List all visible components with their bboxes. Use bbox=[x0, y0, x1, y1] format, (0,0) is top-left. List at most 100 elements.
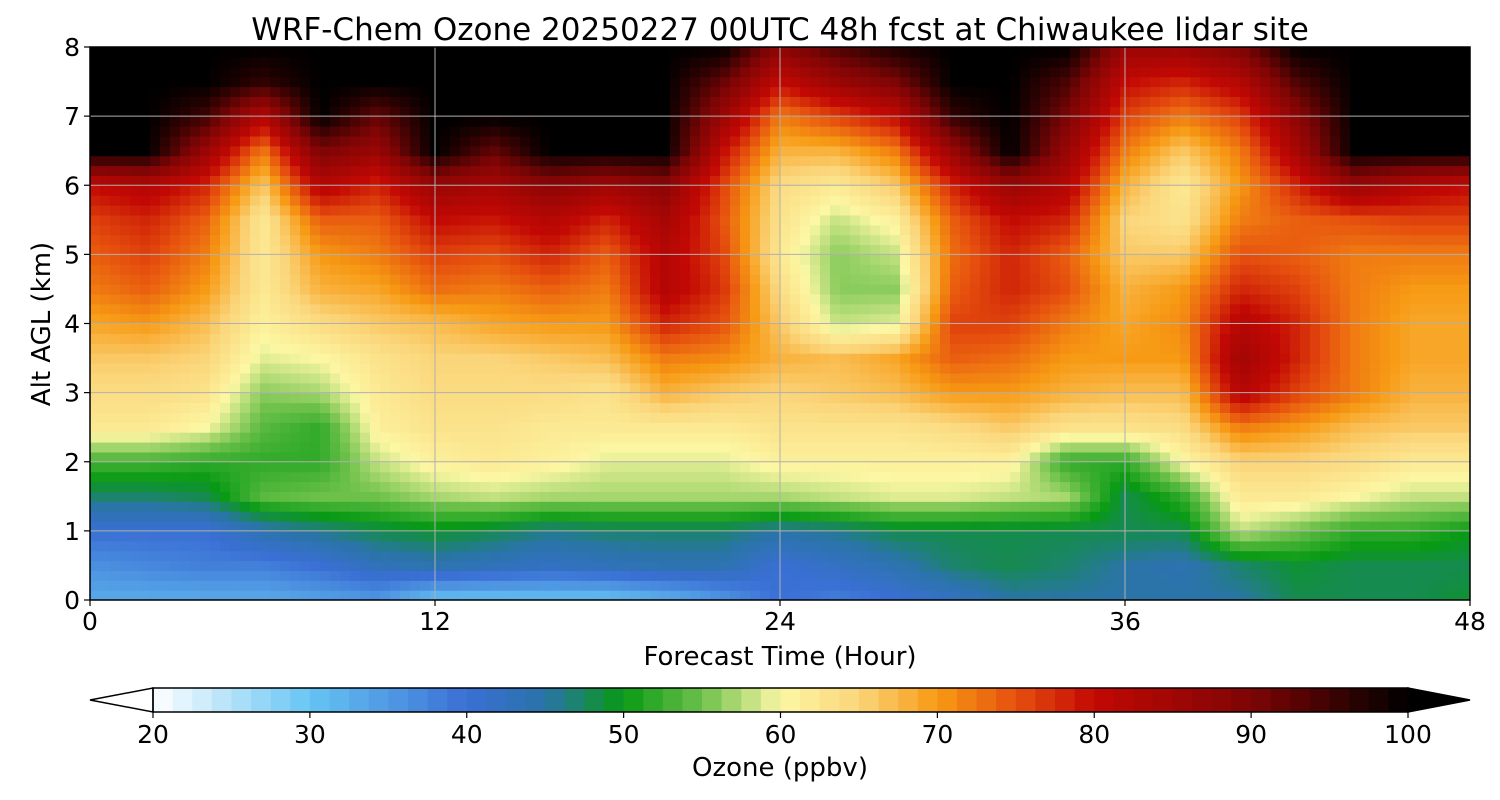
heatmap-cell bbox=[1020, 461, 1031, 473]
heatmap-cell bbox=[420, 550, 431, 562]
heatmap-cell bbox=[280, 323, 291, 334]
heatmap-cell bbox=[1170, 590, 1181, 600]
heatmap-cell bbox=[1240, 343, 1251, 354]
heatmap-cell bbox=[960, 550, 971, 562]
heatmap-cell bbox=[1230, 461, 1241, 473]
heatmap-cell bbox=[1100, 284, 1111, 295]
heatmap-cell bbox=[1260, 540, 1271, 552]
heatmap-cell bbox=[1020, 481, 1031, 492]
heatmap-cell bbox=[1350, 353, 1361, 364]
heatmap-cell bbox=[1350, 372, 1361, 384]
heatmap-cell bbox=[580, 323, 591, 334]
heatmap-cell bbox=[700, 432, 711, 443]
heatmap-cell bbox=[350, 451, 361, 463]
heatmap-cell bbox=[420, 461, 431, 473]
heatmap-cell bbox=[940, 442, 951, 453]
heatmap-cell bbox=[1300, 550, 1311, 562]
heatmap-cell bbox=[640, 293, 651, 305]
heatmap-cell bbox=[470, 442, 481, 453]
heatmap-cell bbox=[340, 343, 351, 354]
heatmap-cell bbox=[500, 432, 511, 443]
heatmap-cell bbox=[270, 570, 281, 581]
heatmap-cell bbox=[670, 274, 681, 285]
heatmap-cell bbox=[350, 590, 361, 600]
heatmap-cell bbox=[720, 442, 731, 453]
heatmap-cell bbox=[1060, 570, 1071, 581]
heatmap-cell bbox=[1260, 392, 1271, 404]
heatmap-cell bbox=[540, 511, 551, 522]
heatmap-cell bbox=[280, 560, 291, 571]
heatmap-cell bbox=[440, 491, 451, 502]
heatmap-cell bbox=[800, 442, 811, 453]
heatmap-cell bbox=[510, 323, 521, 334]
heatmap-cell bbox=[720, 264, 731, 275]
heatmap-cell bbox=[150, 254, 161, 265]
heatmap-cell bbox=[980, 451, 991, 463]
heatmap-cell bbox=[310, 244, 321, 255]
heatmap-cell bbox=[990, 402, 1001, 413]
heatmap-cell bbox=[1400, 353, 1411, 364]
heatmap-cell bbox=[210, 392, 221, 404]
heatmap-cell bbox=[810, 372, 821, 384]
heatmap-cell bbox=[740, 570, 751, 581]
heatmap-cell bbox=[510, 293, 521, 305]
heatmap-cell bbox=[760, 333, 771, 344]
heatmap-cell bbox=[580, 244, 591, 255]
heatmap-cell bbox=[610, 372, 621, 384]
heatmap-cell bbox=[170, 550, 181, 562]
heatmap-cell bbox=[1440, 244, 1451, 255]
heatmap-cell bbox=[510, 461, 521, 473]
heatmap-cell bbox=[340, 422, 351, 433]
heatmap-cell bbox=[340, 363, 351, 374]
heatmap-cell bbox=[300, 432, 311, 443]
heatmap-cell bbox=[1040, 451, 1051, 463]
heatmap-cell bbox=[840, 530, 851, 542]
heatmap-cell bbox=[880, 264, 891, 275]
heatmap-cell bbox=[280, 363, 291, 374]
heatmap-cell bbox=[1460, 521, 1470, 532]
heatmap-cell bbox=[420, 432, 431, 443]
heatmap-cell bbox=[170, 570, 181, 581]
heatmap-cell bbox=[180, 481, 191, 492]
heatmap-cell bbox=[1020, 333, 1031, 344]
heatmap-cell bbox=[1060, 501, 1071, 512]
heatmap-cell bbox=[980, 501, 991, 512]
heatmap-cell bbox=[560, 323, 571, 334]
heatmap-cell bbox=[180, 313, 191, 325]
heatmap-cell bbox=[140, 363, 151, 374]
heatmap-cell bbox=[1150, 560, 1161, 571]
heatmap-cell bbox=[790, 274, 801, 285]
heatmap-cell bbox=[1400, 550, 1411, 562]
heatmap-cell bbox=[340, 274, 351, 285]
heatmap-cell bbox=[870, 451, 881, 463]
heatmap-cell bbox=[1020, 372, 1031, 384]
heatmap-cell bbox=[190, 412, 201, 423]
heatmap-cell bbox=[1040, 323, 1051, 334]
heatmap-cell bbox=[1310, 491, 1321, 502]
heatmap-cell bbox=[700, 244, 711, 255]
heatmap-cell bbox=[220, 432, 231, 443]
heatmap-cell bbox=[1050, 432, 1061, 443]
heatmap-cell bbox=[560, 363, 571, 374]
heatmap-cell bbox=[130, 451, 141, 463]
heatmap-cell bbox=[1420, 451, 1431, 463]
heatmap-cell bbox=[440, 293, 451, 305]
heatmap-cell bbox=[860, 363, 871, 374]
heatmap-cell bbox=[690, 461, 701, 473]
heatmap-cell bbox=[640, 481, 651, 492]
heatmap-cell bbox=[780, 422, 791, 433]
heatmap-cell bbox=[590, 284, 601, 295]
heatmap-cell bbox=[1240, 530, 1251, 542]
heatmap-cell bbox=[260, 491, 271, 502]
heatmap-cell bbox=[460, 491, 471, 502]
heatmap-cell bbox=[1370, 323, 1381, 334]
heatmap-cell bbox=[730, 442, 741, 453]
heatmap-cell bbox=[1170, 471, 1181, 483]
heatmap-cell bbox=[1390, 274, 1401, 285]
heatmap-cell bbox=[1090, 451, 1101, 463]
heatmap-cell bbox=[960, 353, 971, 364]
heatmap-cell bbox=[460, 530, 471, 542]
heatmap-cell bbox=[250, 234, 261, 246]
heatmap-cell bbox=[1370, 471, 1381, 483]
heatmap-cell bbox=[130, 540, 141, 552]
